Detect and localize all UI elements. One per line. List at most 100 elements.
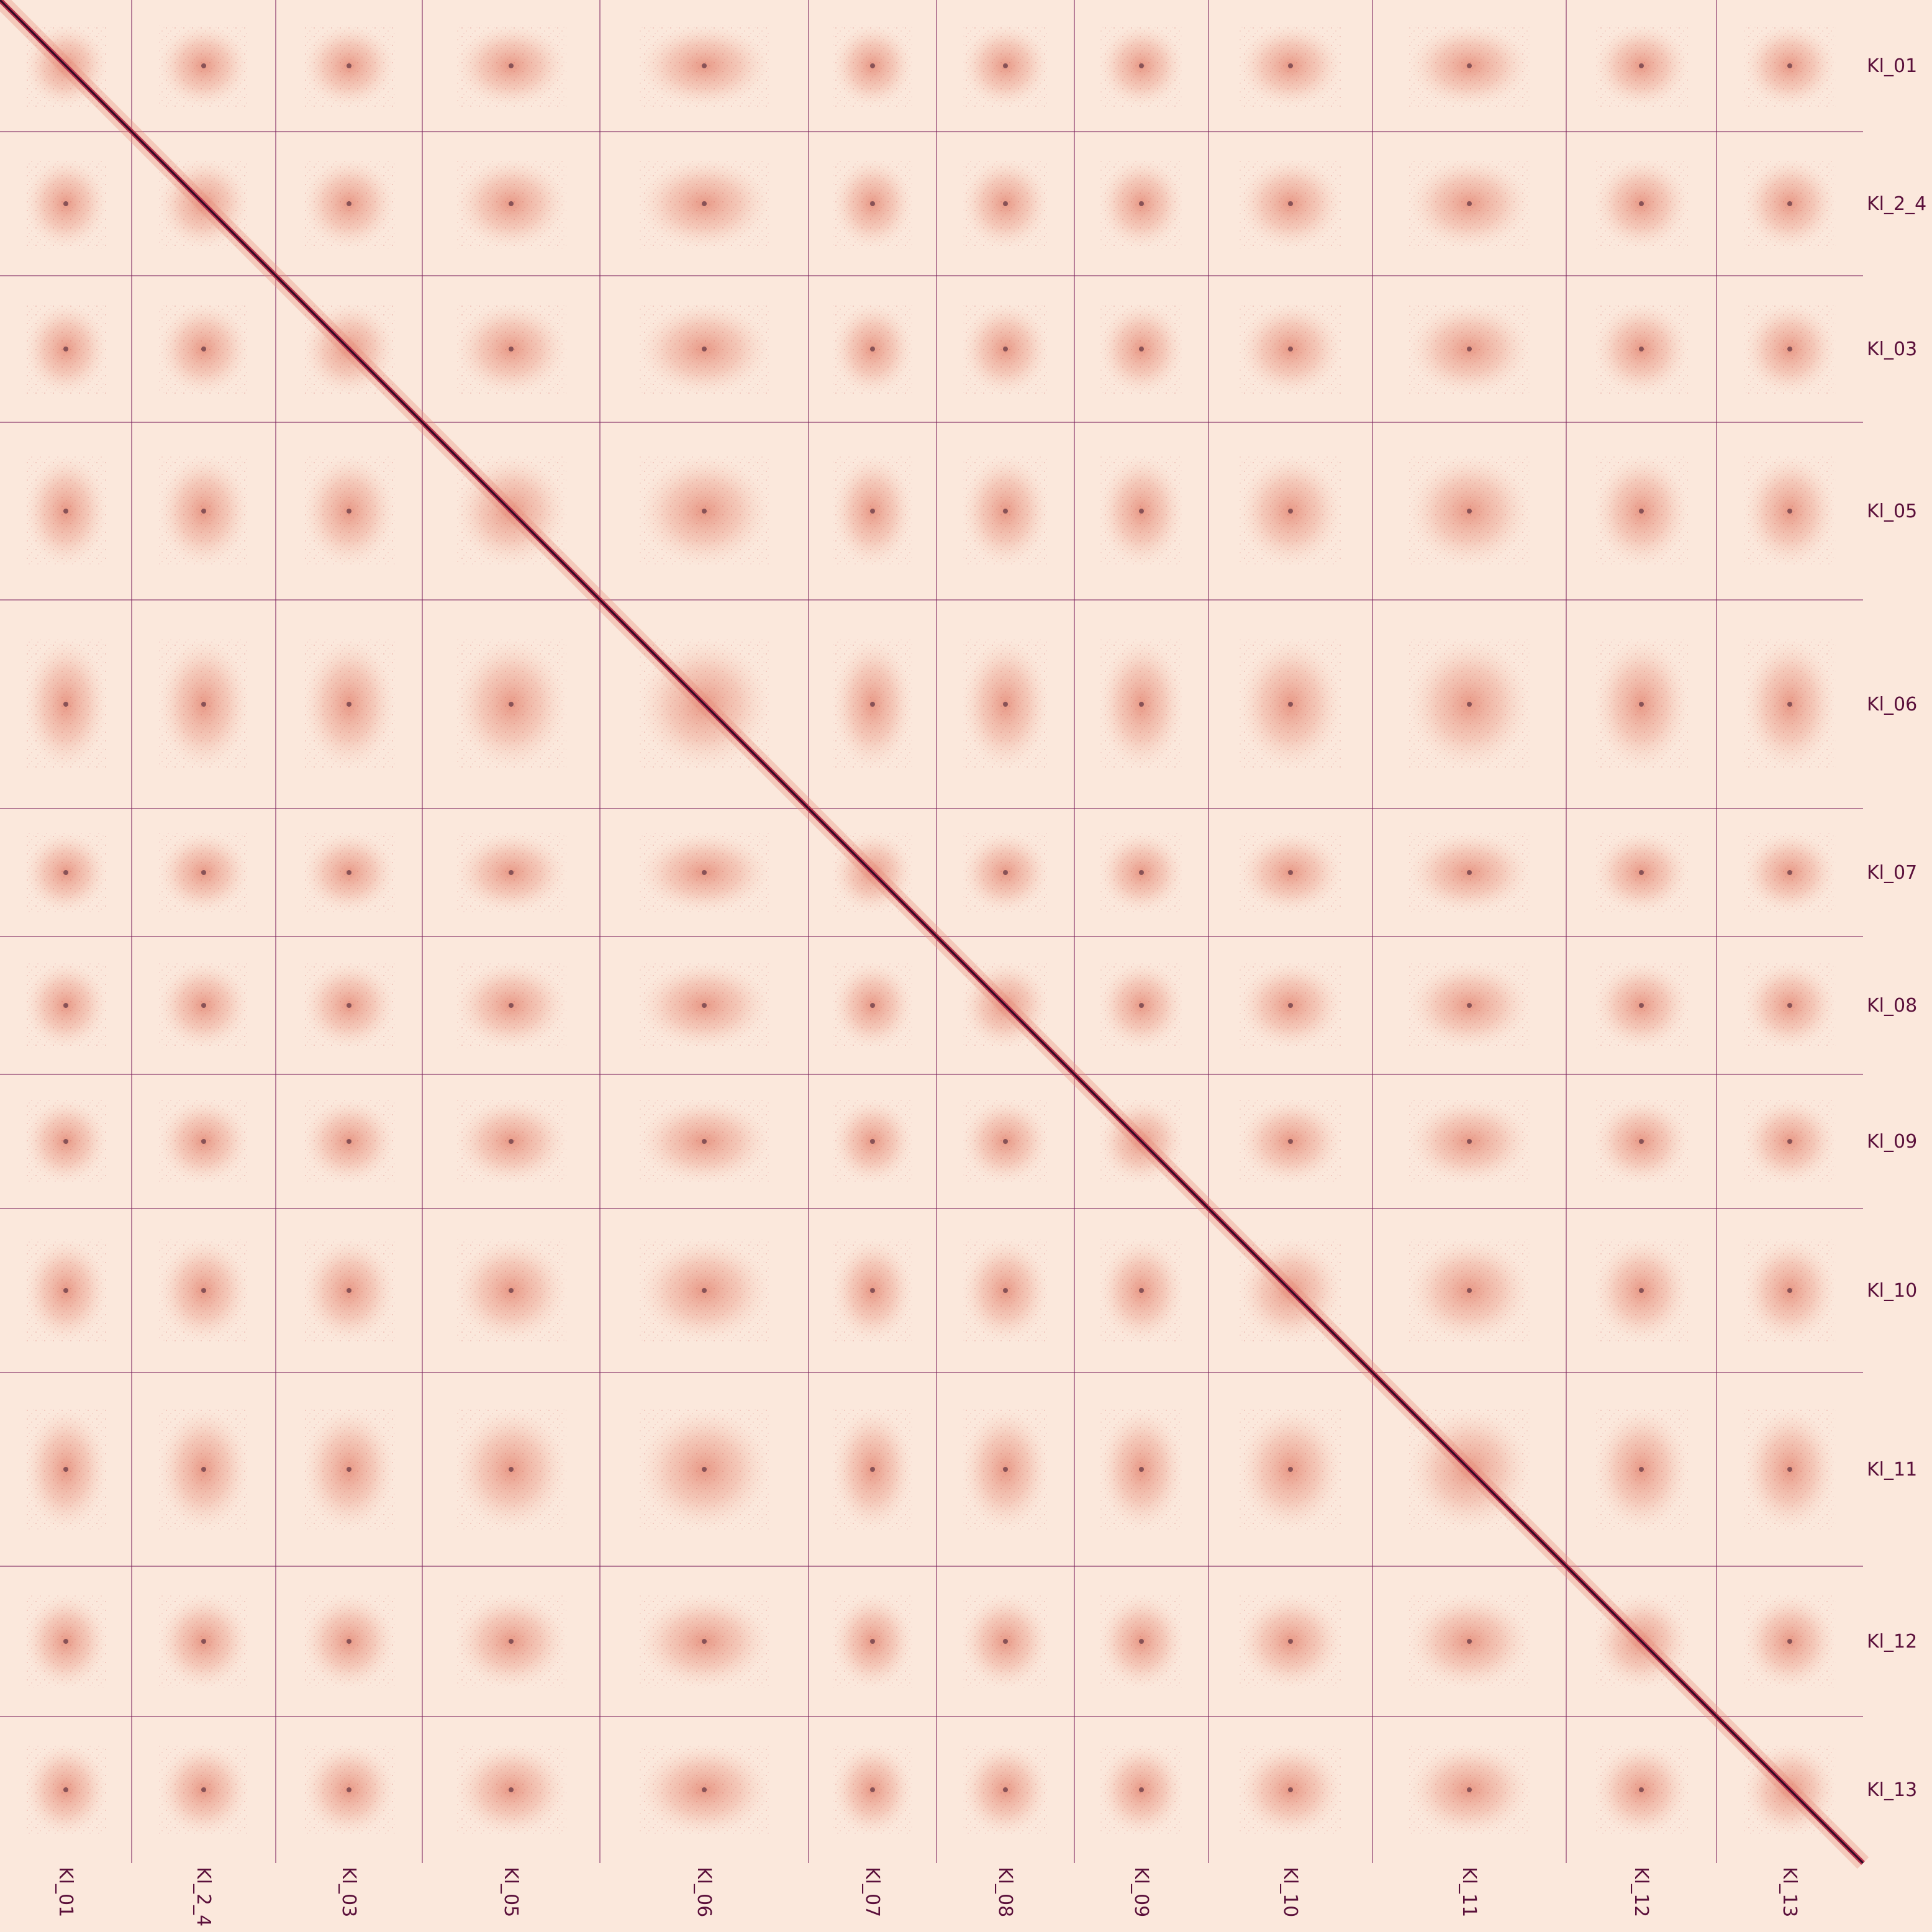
x-tick-labels: Kl_01 Kl_2_4 Kl_03 Kl_05 Kl_06 Kl_07 Kl_08 Kl_0…	[55, 1867, 1800, 1926]
x-tick-label-Kl_07: Kl_07	[861, 1867, 883, 1917]
centromere-contact-Kl_08-Kl_03	[347, 1003, 351, 1008]
centromere-contact-Kl_10-Kl_08	[1003, 1288, 1008, 1293]
centromere-contact-Kl_13-Kl_11	[1467, 1787, 1472, 1792]
centromere-contact-Kl_08-Kl_12	[1639, 1003, 1644, 1008]
y-tick-label-Kl_13: Kl_13	[1867, 1779, 1917, 1801]
scaffold-grid	[0, 0, 1863, 1863]
x-tick-label-Kl_10: Kl_10	[1279, 1867, 1301, 1917]
centromere-contact-Kl_10-Kl_06	[702, 1288, 707, 1293]
y-tick-label-Kl_10: Kl_10	[1867, 1280, 1917, 1302]
centromere-contact-Kl_12-Kl_03	[347, 1639, 351, 1644]
centromere-contact-Kl_10-Kl_13	[1787, 1288, 1792, 1293]
centromere-contact-Kl_2_4-Kl_11	[1467, 201, 1472, 206]
x-tick-label-Kl_05: Kl_05	[500, 1867, 522, 1917]
y-tick-labels: Kl_01 Kl_2_4 Kl_03 Kl_05 Kl_06 Kl_07 Kl_08 Kl_0…	[1867, 55, 1926, 1801]
centromere-contact-Kl_10-Kl_03	[347, 1288, 351, 1293]
y-tick-label-Kl_08: Kl_08	[1867, 995, 1917, 1017]
centromere-contact-Kl_09-Kl_10	[1288, 1139, 1293, 1144]
centromere-contact-Kl_06-Kl_08	[1003, 702, 1008, 707]
centromere-contact-Kl_2_4-Kl_06	[702, 201, 707, 206]
centromere-contact-Kl_06-Kl_11	[1467, 702, 1472, 707]
centromere-contact-Kl_05-Kl_01	[63, 509, 68, 514]
y-tick-label-Kl_03: Kl_03	[1867, 338, 1917, 360]
centromere-contact-Kl_11-Kl_12	[1639, 1467, 1644, 1472]
centromere-contact-Kl_05-Kl_13	[1787, 509, 1792, 514]
centromere-contact-Kl_03-Kl_13	[1787, 347, 1792, 351]
centromere-contact-Kl_12-Kl_06	[702, 1639, 707, 1644]
centromere-contact-Kl_13-Kl_12	[1639, 1787, 1644, 1792]
x-tick-label-Kl_13: Kl_13	[1779, 1867, 1800, 1917]
y-tick-label-Kl_11: Kl_11	[1867, 1459, 1917, 1481]
centromere-contact-Kl_2_4-Kl_09	[1139, 201, 1144, 206]
x-tick-label-Kl_2_4: Kl_2_4	[193, 1867, 214, 1926]
centromere-contact-Kl_08-Kl_10	[1288, 1003, 1293, 1008]
centromere-contact-Kl_11-Kl_01	[63, 1467, 68, 1472]
centromere-contact-Kl_03-Kl_08	[1003, 347, 1008, 351]
y-tick-label-Kl_07: Kl_07	[1867, 862, 1917, 884]
x-tick-label-Kl_09: Kl_09	[1130, 1867, 1152, 1917]
centromere-contact-Kl_03-Kl_11	[1467, 347, 1472, 351]
centromere-contact-Kl_06-Kl_2_4	[201, 702, 206, 707]
contact-blocks	[25, 25, 1836, 1836]
centromere-contact-Kl_13-Kl_06	[702, 1787, 707, 1792]
centromere-contact-Kl_13-Kl_01	[63, 1787, 68, 1792]
centromere-contact-Kl_08-Kl_13	[1787, 1003, 1792, 1008]
y-tick-label-Kl_12: Kl_12	[1867, 1631, 1917, 1653]
centromere-contact-Kl_09-Kl_08	[1003, 1139, 1008, 1144]
centromere-contact-Kl_2_4-Kl_05	[509, 201, 514, 206]
centromere-contact-Kl_09-Kl_12	[1639, 1139, 1644, 1144]
centromere-contact-Kl_01-Kl_10	[1288, 63, 1293, 68]
centromere-contact-Kl_01-Kl_2_4	[201, 63, 206, 68]
centromere-contact-Kl_2_4-Kl_01	[63, 201, 68, 206]
centromere-contact-Kl_10-Kl_11	[1467, 1288, 1472, 1293]
centromere-contact-Kl_2_4-Kl_08	[1003, 201, 1008, 206]
centromere-contact-Kl_09-Kl_01	[63, 1139, 68, 1144]
y-tick-label-Kl_2_4: Kl_2_4	[1867, 193, 1926, 215]
centromere-contact-Kl_07-Kl_01	[63, 870, 68, 875]
centromere-contact-Kl_08-Kl_2_4	[201, 1003, 206, 1008]
centromere-contact-Kl_12-Kl_10	[1288, 1639, 1293, 1644]
centromere-contact-Kl_09-Kl_03	[347, 1139, 351, 1144]
centromere-contact-Kl_2_4-Kl_12	[1639, 201, 1644, 206]
diagonal-contacts	[0, 0, 1869, 1869]
centromere-contact-Kl_05-Kl_08	[1003, 509, 1008, 514]
centromere-contact-Kl_12-Kl_13	[1787, 1639, 1792, 1644]
centromere-contact-Kl_09-Kl_06	[702, 1139, 707, 1144]
centromere-contact-Kl_09-Kl_11	[1467, 1139, 1472, 1144]
centromere-contact-Kl_06-Kl_03	[347, 702, 351, 707]
centromere-contact-Kl_08-Kl_11	[1467, 1003, 1472, 1008]
centromere-contact-Kl_03-Kl_10	[1288, 347, 1293, 351]
centromere-contact-Kl_01-Kl_03	[347, 63, 351, 68]
centromere-contact-Kl_13-Kl_03	[347, 1787, 351, 1792]
centromere-contact-Kl_05-Kl_03	[347, 509, 351, 514]
centromere-contact-Kl_12-Kl_08	[1003, 1639, 1008, 1644]
centromere-contact-Kl_01-Kl_06	[702, 63, 707, 68]
centromere-contact-Kl_03-Kl_2_4	[201, 347, 206, 351]
x-tick-label-Kl_01: Kl_01	[55, 1867, 76, 1917]
centromere-contact-Kl_11-Kl_06	[702, 1467, 707, 1472]
centromere-contact-Kl_07-Kl_12	[1639, 870, 1644, 875]
centromere-contact-Kl_11-Kl_10	[1288, 1467, 1293, 1472]
centromere-contact-Kl_07-Kl_13	[1787, 870, 1792, 875]
centromere-contact-Kl_01-Kl_09	[1139, 63, 1144, 68]
centromere-contact-Kl_10-Kl_01	[63, 1288, 68, 1293]
centromere-contact-Kl_11-Kl_13	[1787, 1467, 1792, 1472]
centromere-contact-Kl_12-Kl_11	[1467, 1639, 1472, 1644]
centromere-contact-Kl_03-Kl_12	[1639, 347, 1644, 351]
centromere-contact-Kl_2_4-Kl_03	[347, 201, 351, 206]
centromere-contact-Kl_05-Kl_12	[1639, 509, 1644, 514]
centromere-contact-Kl_08-Kl_05	[509, 1003, 514, 1008]
centromere-contact-Kl_12-Kl_09	[1139, 1639, 1144, 1644]
x-tick-label-Kl_08: Kl_08	[994, 1867, 1016, 1917]
centromere-contact-Kl_12-Kl_05	[509, 1639, 514, 1644]
centromere-contact-Kl_08-Kl_01	[63, 1003, 68, 1008]
centromere-contact-Kl_13-Kl_10	[1288, 1787, 1293, 1792]
centromere-contact-Kl_05-Kl_07	[870, 509, 875, 514]
centromere-contact-Kl_08-Kl_07	[870, 1003, 875, 1008]
centromere-contact-Kl_05-Kl_06	[702, 509, 707, 514]
centromere-contact-Kl_09-Kl_07	[870, 1139, 875, 1144]
centromere-contact-Kl_13-Kl_07	[870, 1787, 875, 1792]
centromere-contact-Kl_2_4-Kl_13	[1787, 201, 1792, 206]
centromere-contact-Kl_03-Kl_05	[509, 347, 514, 351]
